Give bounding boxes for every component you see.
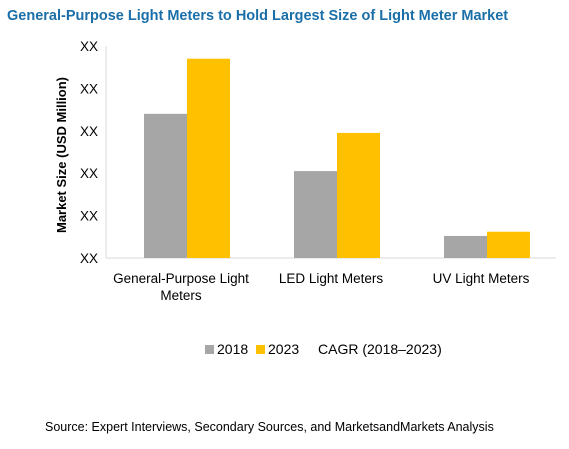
bar-2018-2 <box>444 235 487 258</box>
legend-label-2023: 2023 <box>268 341 299 357</box>
bar-2018-1 <box>294 171 337 258</box>
chart-title: General-Purpose Light Meters to Hold Lar… <box>7 8 508 24</box>
legend-swatch-2023 <box>256 345 265 354</box>
y-tick-label: XX <box>80 39 98 54</box>
bar-2023-1 <box>337 132 380 258</box>
bars <box>144 58 530 258</box>
y-tick-label: XX <box>80 124 98 139</box>
bar-2023-2 <box>487 231 530 258</box>
y-tick-label: XX <box>80 166 98 181</box>
y-tick-label: XX <box>80 81 98 96</box>
category-label: UV Light Meters <box>433 271 530 286</box>
category-label: LED Light Meters <box>279 271 384 286</box>
bar-2023-0 <box>187 58 230 258</box>
legend-swatch-2018 <box>205 345 214 354</box>
y-axis-ticks: XX XX XX XX XX XX <box>80 39 98 266</box>
category-label: Meters <box>160 288 202 303</box>
y-axis-label: Market Size (USD Million) <box>54 77 69 233</box>
legend-label-cagr: CAGR (2018–2023) <box>318 341 442 357</box>
y-tick-label: XX <box>80 251 98 266</box>
legend: 2018 2023 CAGR (2018–2023) <box>205 341 442 357</box>
y-tick-label: XX <box>80 209 98 224</box>
bar-2018-0 <box>144 113 187 258</box>
legend-label-2018: 2018 <box>217 341 248 357</box>
category-labels: General-Purpose Light Meters LED Light Met… <box>113 271 530 303</box>
category-label: General-Purpose Light <box>113 271 249 286</box>
source-note: Source: Expert Interviews, Secondary Sou… <box>45 420 494 434</box>
